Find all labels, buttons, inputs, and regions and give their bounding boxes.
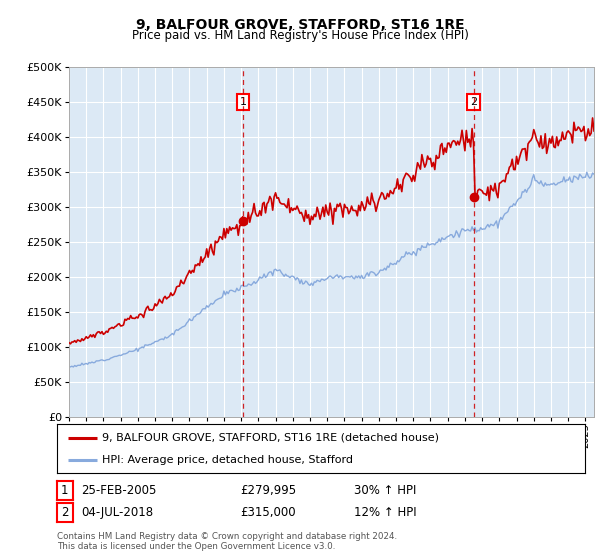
Text: 04-JUL-2018: 04-JUL-2018	[82, 506, 154, 519]
Text: £279,995: £279,995	[240, 484, 296, 497]
Text: 1: 1	[61, 484, 68, 497]
Text: 9, BALFOUR GROVE, STAFFORD, ST16 1RE (detached house): 9, BALFOUR GROVE, STAFFORD, ST16 1RE (de…	[102, 433, 439, 443]
Text: 9, BALFOUR GROVE, STAFFORD, ST16 1RE: 9, BALFOUR GROVE, STAFFORD, ST16 1RE	[136, 18, 464, 32]
Text: 25-FEB-2005: 25-FEB-2005	[82, 484, 157, 497]
Text: £315,000: £315,000	[240, 506, 296, 519]
Text: 1: 1	[239, 97, 247, 107]
Text: 2: 2	[61, 506, 68, 519]
Text: Price paid vs. HM Land Registry's House Price Index (HPI): Price paid vs. HM Land Registry's House …	[131, 29, 469, 42]
Text: 12% ↑ HPI: 12% ↑ HPI	[354, 506, 416, 519]
Text: 2: 2	[470, 97, 477, 107]
Text: 30% ↑ HPI: 30% ↑ HPI	[354, 484, 416, 497]
Text: Contains HM Land Registry data © Crown copyright and database right 2024.
This d: Contains HM Land Registry data © Crown c…	[57, 532, 397, 552]
Text: HPI: Average price, detached house, Stafford: HPI: Average price, detached house, Staf…	[102, 455, 353, 465]
